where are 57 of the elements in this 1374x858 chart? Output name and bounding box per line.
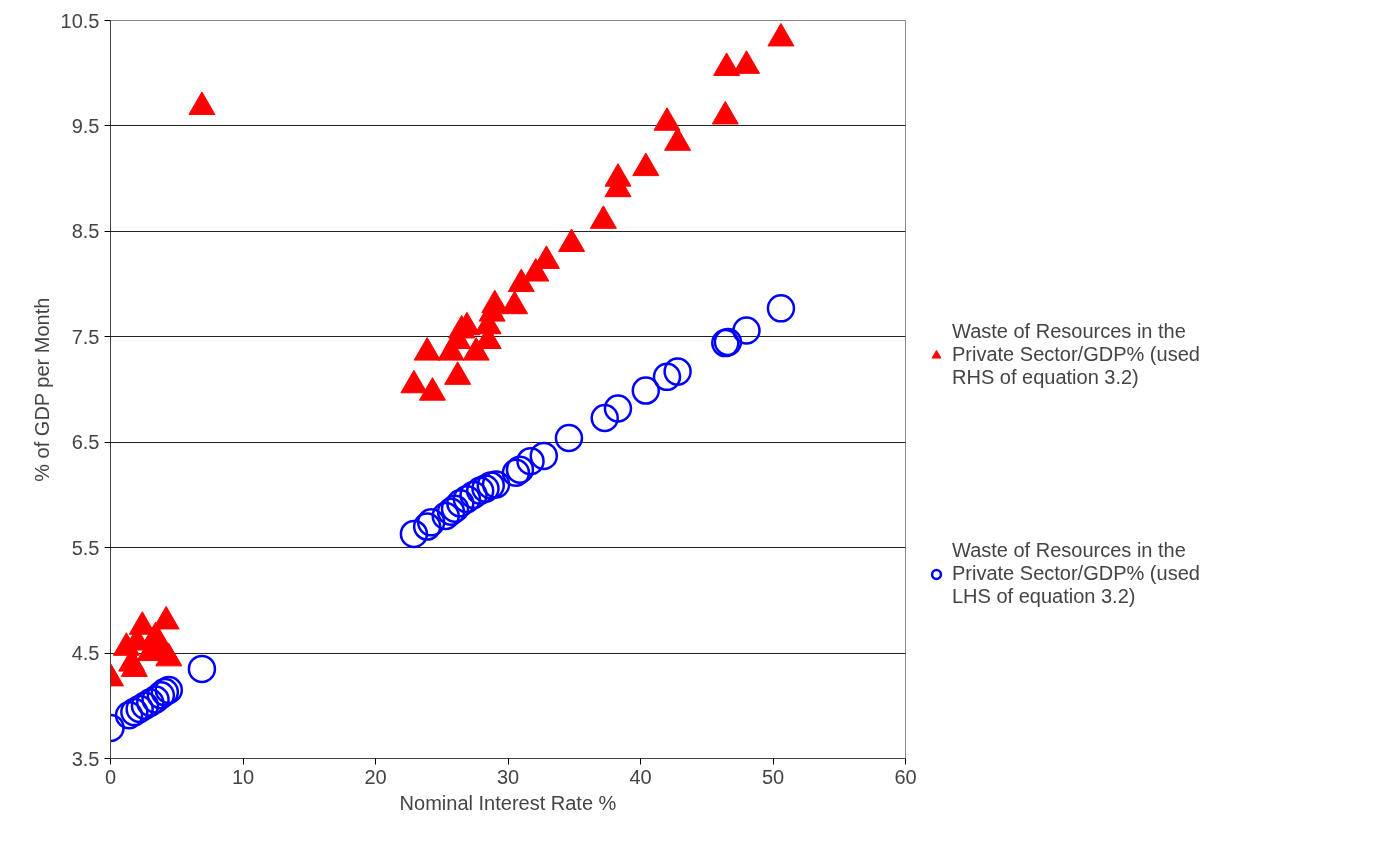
point	[476, 471, 506, 500]
point	[554, 423, 584, 453]
y-tick-label: 8.5	[71, 220, 100, 243]
y-axis-title: % of GDP per Month	[30, 297, 53, 482]
point	[452, 484, 482, 514]
point	[188, 91, 216, 115]
point	[413, 337, 441, 361]
point	[604, 163, 632, 187]
point	[114, 701, 144, 730]
point	[713, 52, 741, 76]
point	[481, 470, 511, 499]
x-tick-label: 60	[894, 765, 917, 788]
y-tick-label: 10.5	[60, 9, 100, 32]
y-tick-label: 6.5	[71, 431, 100, 454]
point	[767, 22, 795, 47]
point	[400, 369, 428, 394]
point	[711, 100, 739, 125]
point	[529, 441, 559, 471]
x-tick-label: 40	[629, 765, 652, 788]
y-tick-label: 3.5	[71, 747, 100, 770]
point	[589, 205, 617, 229]
point	[471, 474, 500, 503]
x-tick-label: 30	[496, 765, 520, 788]
y-tick-label: 5.5	[71, 536, 100, 559]
point	[130, 691, 160, 721]
point	[187, 654, 217, 684]
point	[444, 361, 472, 385]
point	[632, 152, 660, 177]
point	[459, 480, 488, 510]
point	[507, 268, 535, 293]
y-tick-label: 7.5	[71, 325, 100, 348]
point	[399, 519, 429, 549]
point	[653, 107, 681, 131]
y-tick-label: 4.5	[71, 642, 100, 665]
point	[125, 694, 154, 724]
point	[120, 697, 149, 727]
point	[733, 50, 760, 74]
legend-label: Waste of Resources in the Private Sector/GDP% (used RHS of equation 3.2)	[952, 320, 1200, 389]
legend-label: Waste of Resources in the Private Sector/GDP% (used LHS of equation 3.2)	[952, 539, 1200, 608]
x-axis-title: Nominal Interest Rate %	[399, 791, 617, 814]
point	[603, 394, 633, 423]
point	[664, 127, 692, 151]
x-tick-label: 50	[761, 765, 785, 788]
x-tick-label: 0	[104, 765, 117, 788]
point	[446, 489, 475, 518]
point	[631, 376, 661, 405]
point	[558, 228, 586, 253]
point	[465, 476, 495, 505]
y-tick-label: 9.5	[71, 114, 100, 137]
point	[501, 290, 529, 315]
point	[590, 403, 619, 433]
point	[516, 446, 545, 476]
point	[431, 501, 460, 531]
x-tick-label: 10	[231, 765, 255, 788]
point	[418, 377, 446, 401]
point	[141, 685, 170, 714]
x-tick-label: 20	[364, 765, 387, 788]
